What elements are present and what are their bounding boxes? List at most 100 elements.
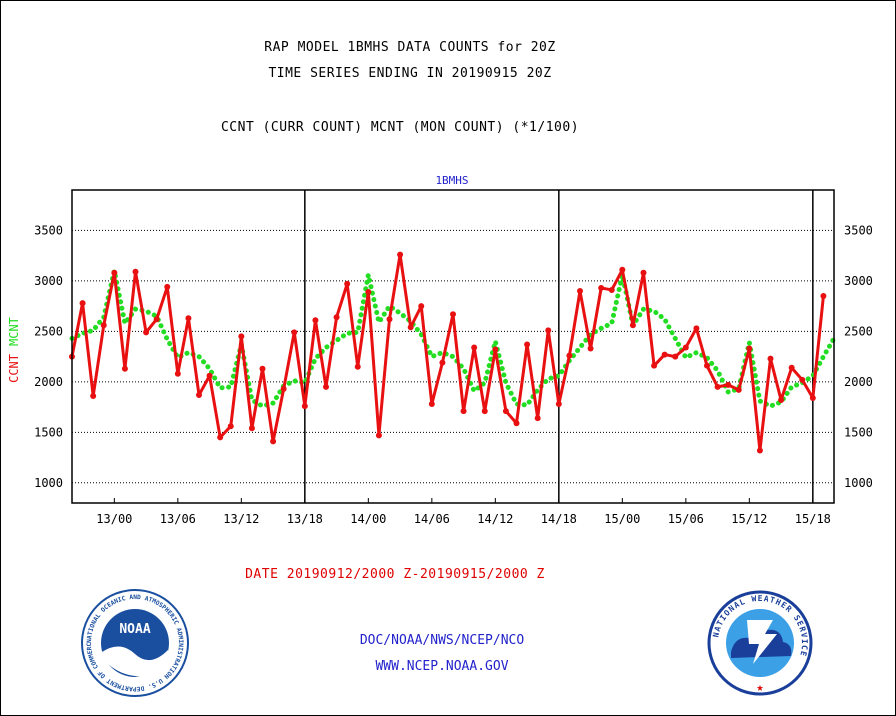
data-point-ccnt bbox=[598, 284, 605, 291]
data-point-ccnt bbox=[280, 385, 287, 392]
data-point-ccnt bbox=[164, 283, 171, 290]
series-line-ccnt bbox=[70, 253, 825, 452]
data-point-ccnt bbox=[672, 353, 679, 360]
y-ticks-left: 1000 1500 2000 2500 3000 3500 bbox=[34, 223, 63, 489]
data-point-ccnt bbox=[725, 381, 732, 388]
noaa-logo: NATIONAL OCEANIC AND ATMOSPHERIC ADMINIS… bbox=[80, 588, 189, 697]
data-point-ccnt bbox=[545, 327, 552, 334]
xtick-label: 13/06 bbox=[160, 512, 196, 526]
xtick-label: 13/00 bbox=[96, 512, 132, 526]
data-point-ccnt bbox=[460, 408, 467, 415]
data-point-ccnt bbox=[492, 346, 499, 353]
footer-org-line: DOC/NOAA/NWS/NCEP/NCO bbox=[359, 633, 525, 648]
data-point-ccnt bbox=[450, 311, 456, 318]
data-point-ccnt bbox=[778, 397, 785, 404]
data-point-ccnt bbox=[534, 415, 541, 422]
vertical-day-lines bbox=[304, 190, 814, 503]
gridlines bbox=[72, 229, 834, 484]
ylabel-mcnt: MCNT bbox=[7, 317, 21, 346]
date-range-label: DATE 20190912/2000 Z-20190915/2000 Z bbox=[245, 567, 545, 582]
data-point-ccnt bbox=[566, 352, 573, 359]
data-point-ccnt bbox=[259, 365, 266, 372]
data-point-ccnt bbox=[471, 344, 478, 351]
data-point-ccnt bbox=[386, 316, 393, 323]
data-point-ccnt bbox=[301, 403, 308, 410]
data-point-ccnt bbox=[397, 251, 404, 258]
plot-title: 1BMHS bbox=[435, 174, 468, 187]
data-point-ccnt bbox=[185, 315, 192, 322]
data-point-ccnt bbox=[407, 324, 414, 331]
xtick-label: 14/12 bbox=[477, 512, 513, 526]
xtick-label: 15/06 bbox=[668, 512, 704, 526]
ytick-right-label: 3000 bbox=[844, 274, 873, 288]
data-point-ccnt bbox=[502, 408, 509, 415]
y-ticks-right: 1000 1500 2000 2500 3000 3500 bbox=[844, 223, 873, 489]
chart-title-line1: RAP MODEL 1BMHS DATA COUNTS for 20Z bbox=[264, 40, 556, 55]
xtick-label: 14/00 bbox=[350, 512, 386, 526]
footer-url-line: WWW.NCEP.NOAA.GOV bbox=[375, 659, 509, 674]
data-point-ccnt bbox=[111, 269, 118, 276]
plot-area bbox=[71, 189, 835, 504]
xtick-label: 14/18 bbox=[541, 512, 577, 526]
data-point-ccnt bbox=[90, 392, 97, 399]
data-point-ccnt bbox=[270, 438, 277, 445]
data-point-ccnt bbox=[354, 363, 361, 370]
chart-title-line2: TIME SERIES ENDING IN 20190915 20Z bbox=[268, 66, 552, 81]
data-point-ccnt bbox=[608, 286, 615, 293]
data-point-ccnt bbox=[248, 425, 255, 432]
data-point-ccnt bbox=[291, 329, 298, 336]
data-point-ccnt bbox=[799, 376, 806, 383]
data-point-ccnt bbox=[79, 300, 86, 307]
x-ticks: 13/00 13/06 13/12 13/18 14/00 14/06 14/12 14/18… bbox=[96, 498, 831, 526]
data-point-ccnt bbox=[661, 351, 668, 358]
ytick-left-label: 3500 bbox=[34, 223, 63, 237]
xtick-label: 15/00 bbox=[604, 512, 640, 526]
series-line-mcnt bbox=[69, 270, 837, 409]
ytick-left-label: 1500 bbox=[34, 425, 63, 439]
data-point-ccnt bbox=[153, 316, 160, 323]
ytick-right-label: 1500 bbox=[844, 425, 873, 439]
data-point-ccnt bbox=[375, 432, 382, 439]
data-point-ccnt bbox=[428, 401, 435, 408]
data-point-ccnt bbox=[227, 423, 234, 430]
data-point-ccnt bbox=[704, 362, 710, 369]
data-point-ccnt bbox=[756, 447, 763, 454]
data-point-ccnt bbox=[714, 383, 721, 390]
data-point-ccnt bbox=[619, 266, 626, 273]
chart-title-line3: CCNT (CURR COUNT) MCNT (MON COUNT) (*1/1… bbox=[220, 120, 580, 135]
data-point-ccnt bbox=[238, 333, 245, 340]
data-point-ccnt bbox=[312, 317, 319, 324]
data-point-ccnt bbox=[344, 280, 351, 287]
data-point-ccnt bbox=[555, 401, 562, 408]
data-point-ccnt bbox=[323, 383, 329, 390]
data-point-ccnt bbox=[418, 303, 425, 310]
data-point-ccnt bbox=[206, 372, 213, 379]
data-point-ccnt bbox=[121, 365, 128, 372]
data-point-ccnt bbox=[693, 325, 700, 332]
data-point-ccnt bbox=[587, 345, 594, 352]
xtick-label: 15/12 bbox=[731, 512, 767, 526]
data-point-ccnt bbox=[746, 345, 753, 352]
data-point-ccnt bbox=[820, 293, 827, 300]
data-point-ccnt bbox=[143, 329, 150, 336]
data-point-ccnt bbox=[100, 322, 107, 329]
data-point-ccnt bbox=[513, 420, 520, 427]
ytick-right-label: 3500 bbox=[844, 223, 873, 237]
svg-text:CCNTMCNT: CCNT MCNT bbox=[7, 317, 21, 383]
data-point-ccnt bbox=[333, 314, 340, 321]
data-point-ccnt bbox=[217, 434, 224, 441]
data-point-ccnt bbox=[629, 322, 636, 329]
series-layer bbox=[69, 251, 837, 454]
ytick-right-label: 2000 bbox=[844, 375, 873, 389]
data-point-ccnt bbox=[809, 394, 816, 401]
ytick-left-label: 2500 bbox=[34, 324, 63, 338]
ytick-right-label: 2500 bbox=[844, 324, 873, 338]
data-point-ccnt bbox=[735, 386, 742, 393]
xtick-label: 15/18 bbox=[795, 512, 831, 526]
xtick-label: 13/12 bbox=[223, 512, 259, 526]
data-point-ccnt bbox=[767, 355, 774, 362]
noaa-logo-text: NOAA bbox=[119, 622, 150, 637]
data-point-ccnt bbox=[481, 408, 488, 415]
xtick-label: 14/06 bbox=[414, 512, 450, 526]
data-point-ccnt bbox=[365, 288, 372, 295]
